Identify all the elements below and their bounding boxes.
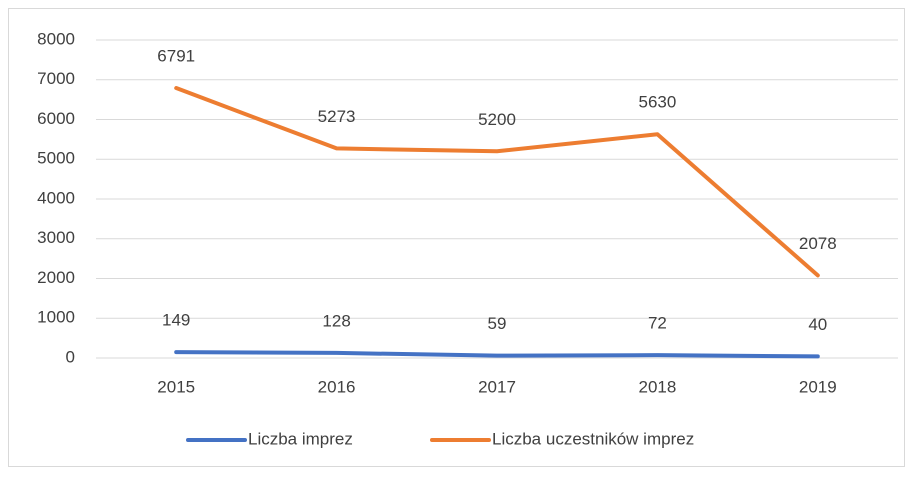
y-tick-label: 2000 xyxy=(37,268,75,287)
chart-border xyxy=(8,8,905,467)
y-tick-label: 4000 xyxy=(37,188,75,207)
x-tick-label: 2017 xyxy=(478,377,516,396)
y-tick-label: 8000 xyxy=(37,29,75,48)
y-tick-label: 3000 xyxy=(37,228,75,247)
data-label: 149 xyxy=(162,311,190,330)
data-label: 59 xyxy=(488,314,507,333)
y-tick-label: 6000 xyxy=(37,109,75,128)
data-label: 5273 xyxy=(318,107,356,126)
data-label: 72 xyxy=(648,314,667,333)
data-label: 40 xyxy=(808,315,827,334)
x-tick-label: 2015 xyxy=(157,377,195,396)
data-label: 5200 xyxy=(478,110,516,129)
x-tick-label: 2018 xyxy=(638,377,676,396)
y-tick-label: 1000 xyxy=(37,308,75,327)
data-label: 5630 xyxy=(638,93,676,112)
legend-label: Liczba uczestników imprez xyxy=(492,429,694,448)
y-tick-label: 5000 xyxy=(37,149,75,168)
y-tick-label: 7000 xyxy=(37,69,75,88)
x-tick-label: 2016 xyxy=(318,377,356,396)
x-tick-label: 2019 xyxy=(799,377,837,396)
series-line xyxy=(174,86,820,278)
series-line xyxy=(174,350,820,359)
y-tick-label: 0 xyxy=(66,347,75,366)
data-label: 6791 xyxy=(157,47,195,66)
data-label: 2078 xyxy=(799,234,837,253)
data-label: 128 xyxy=(322,311,350,330)
legend-label: Liczba imprez xyxy=(248,429,353,448)
